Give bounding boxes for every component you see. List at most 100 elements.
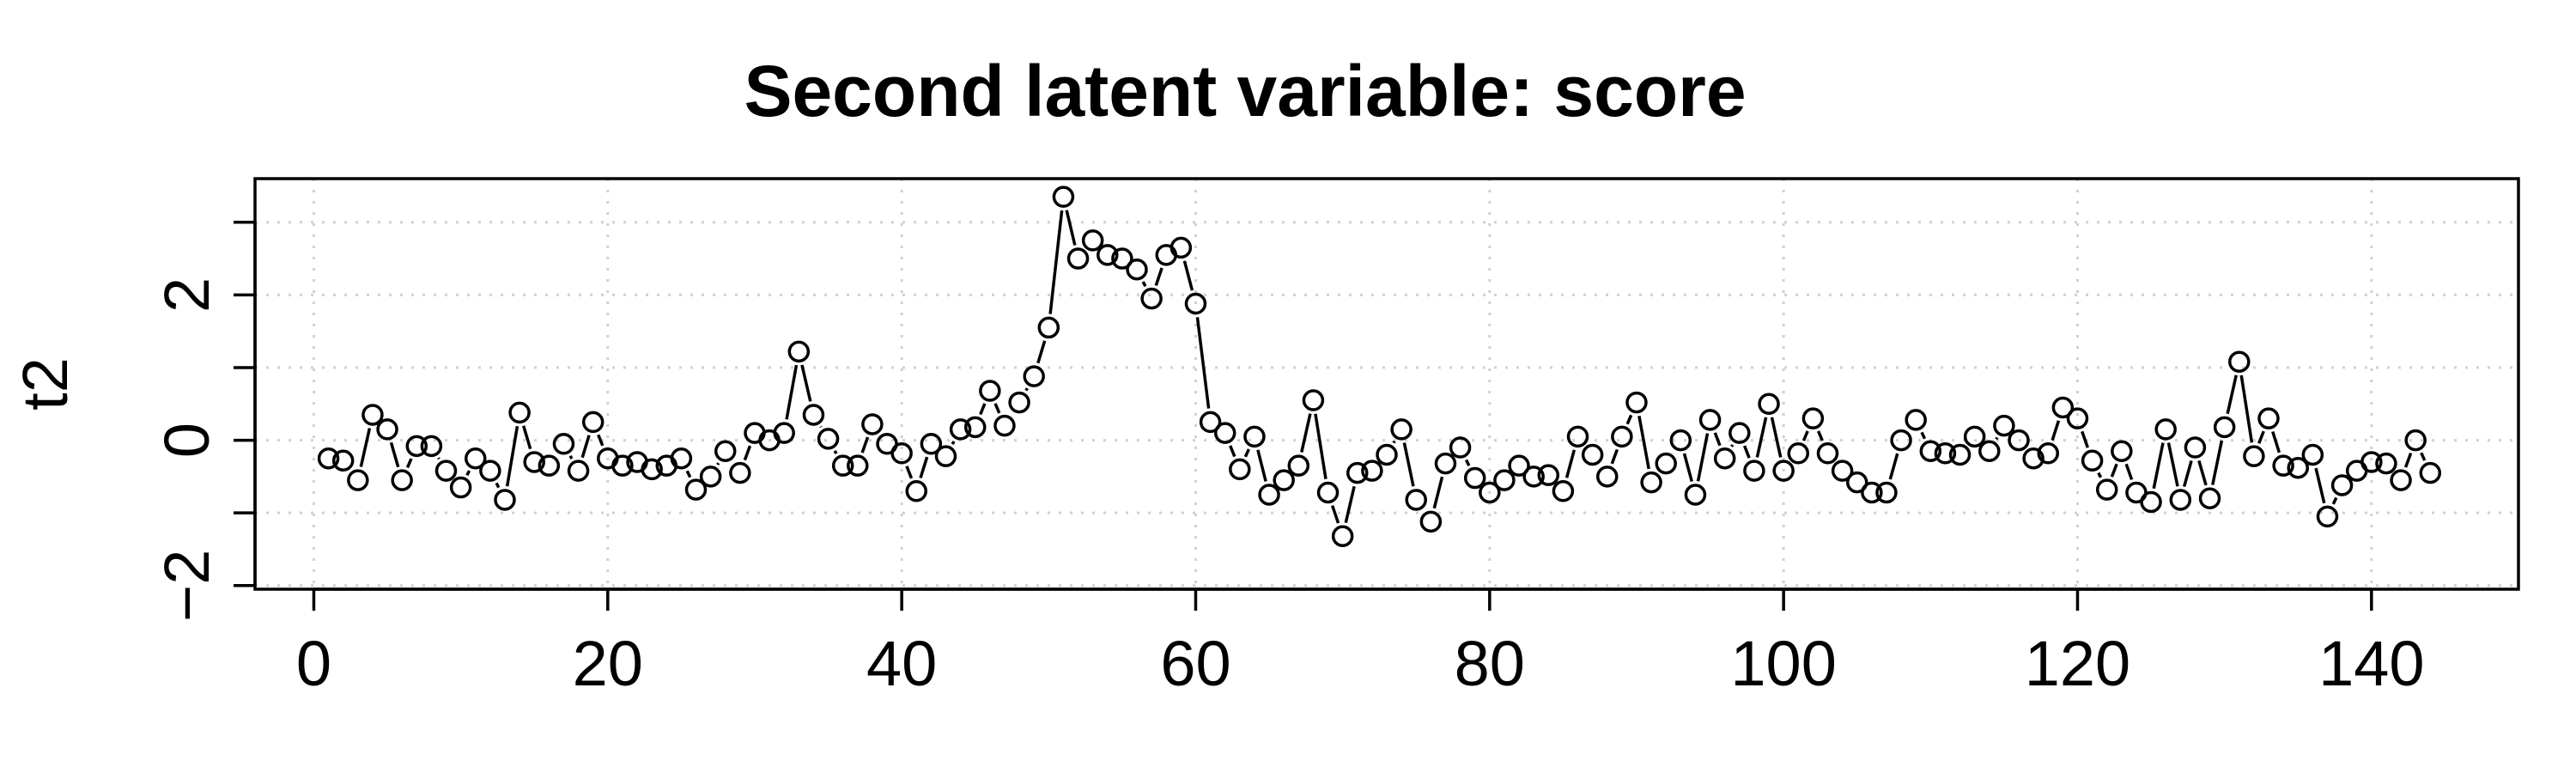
series-segment — [1256, 449, 1267, 482]
data-point — [434, 460, 458, 482]
series-segment — [2152, 442, 2165, 490]
data-point — [1361, 460, 1383, 482]
data-point — [1008, 391, 1030, 414]
data-point — [890, 442, 913, 465]
series-segment — [2314, 467, 2326, 504]
data-point — [1684, 484, 1707, 506]
series-segment — [919, 456, 929, 479]
data-point — [1302, 389, 1325, 411]
series-segment — [1048, 210, 1064, 314]
series-segment — [1637, 415, 1650, 470]
data-point — [831, 454, 854, 477]
x-tick-label: 20 — [573, 628, 643, 699]
series-segment — [685, 470, 692, 478]
data-point — [1199, 411, 1222, 434]
data-point — [347, 469, 369, 491]
data-point — [2037, 442, 2060, 465]
data-point — [1919, 440, 1942, 463]
series-segment — [389, 441, 400, 468]
data-point — [699, 466, 722, 488]
data-point — [376, 418, 398, 441]
data-point — [670, 447, 693, 470]
x-tick-label: 140 — [2318, 628, 2424, 699]
data-point — [1213, 422, 1236, 444]
data-point — [729, 461, 751, 484]
data-point — [1097, 244, 1119, 266]
series-segment — [2110, 463, 2118, 478]
data-point — [1052, 186, 1075, 208]
series-segment — [2239, 374, 2254, 443]
data-point — [2008, 429, 2030, 452]
data-point — [2169, 489, 2192, 511]
series-segment — [2124, 463, 2134, 480]
y-axis-label: t2 — [9, 357, 81, 411]
data-point — [1698, 409, 1722, 431]
series-segment — [800, 364, 812, 402]
data-point — [1081, 229, 1104, 252]
data-point — [1331, 525, 1354, 547]
series-segment — [1344, 485, 1356, 524]
series-segment — [1243, 448, 1250, 458]
data-point — [1287, 454, 1310, 477]
series-segment — [1402, 442, 1415, 487]
data-point — [552, 433, 575, 455]
data-point — [949, 418, 972, 441]
data-point — [1640, 471, 1662, 494]
series-segment — [2331, 496, 2338, 505]
series-segment — [2081, 430, 2089, 448]
data-point — [2140, 490, 2162, 514]
data-point — [611, 454, 634, 477]
series-segment — [743, 445, 752, 461]
data-point — [2316, 505, 2339, 528]
data-point — [1758, 393, 1780, 416]
series-segment — [833, 450, 838, 454]
data-point — [1713, 447, 1736, 470]
data-point — [1537, 464, 1560, 486]
series-segment — [1816, 430, 1824, 441]
data-point — [993, 414, 1016, 437]
data-point — [2287, 456, 2309, 479]
series-segment — [521, 425, 532, 450]
data-point — [1434, 452, 1457, 475]
data-point — [2051, 396, 2075, 419]
data-point — [1861, 481, 1883, 504]
series-segment — [1182, 260, 1194, 291]
data-points — [317, 186, 2442, 547]
data-point — [2419, 461, 2442, 484]
series-segment — [1464, 459, 1471, 466]
data-point — [494, 489, 516, 511]
x-axis: 0 20 40 60 80 100 120 140 — [296, 587, 2425, 699]
series-segment — [405, 458, 413, 469]
series-segment — [860, 436, 870, 453]
data-point — [1875, 481, 1898, 504]
connecting-segments — [359, 210, 2427, 524]
data-point — [1229, 458, 1251, 481]
data-point — [1669, 429, 1692, 452]
series-segment — [359, 428, 372, 467]
data-point — [1273, 469, 1295, 491]
data-point — [1066, 247, 1090, 270]
y-tick-label: −2 — [151, 550, 222, 622]
data-point — [1023, 365, 1045, 387]
series-segment — [1742, 445, 1751, 459]
data-point — [465, 447, 487, 470]
data-point — [2154, 418, 2177, 441]
data-point — [1522, 466, 1545, 488]
series-segment — [716, 462, 720, 466]
data-point — [1816, 442, 1839, 465]
series-segment — [979, 403, 987, 416]
series-segment — [1065, 210, 1077, 246]
data-point — [2066, 407, 2089, 429]
series-segment — [993, 403, 1001, 414]
x-tick-label: 40 — [866, 628, 937, 699]
series-segment — [2420, 452, 2427, 461]
data-point — [1993, 414, 2015, 437]
data-point — [361, 404, 384, 426]
series-segment — [2211, 440, 2224, 485]
data-point — [1934, 442, 1957, 465]
data-point — [1845, 471, 1868, 494]
data-point — [1743, 460, 1765, 482]
series-segment — [1713, 432, 1722, 447]
data-point — [1566, 425, 1589, 448]
data-point — [1479, 481, 1501, 504]
